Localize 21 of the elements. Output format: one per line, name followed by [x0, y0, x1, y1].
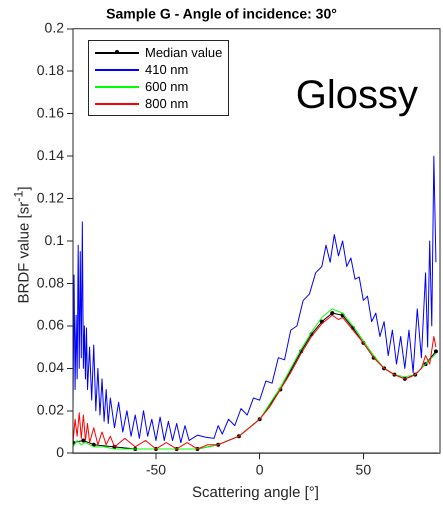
y-tick-label: 0.14 [36, 146, 64, 163]
legend-label: Median value [145, 45, 222, 60]
y-tick-label: 0.2 [44, 20, 64, 36]
chart-title: Sample G - Angle of incidence: 30° [106, 5, 337, 22]
y-tick-label: 0.08 [36, 274, 64, 290]
annotation: Glossy [296, 72, 418, 117]
x-tick-label: 50 [356, 461, 372, 478]
x-tick-label: -50 [146, 461, 166, 478]
y-tick-label: 0.12 [36, 189, 64, 206]
x-axis-title: Scattering angle [°] [192, 484, 319, 502]
y-tick-label: 0.06 [36, 316, 64, 333]
y-tick-label: 0.04 [36, 359, 64, 376]
y-tick-label: 0 [56, 444, 64, 460]
y-tick-label: 0.18 [36, 62, 64, 78]
x-tick-label: 0 [256, 461, 264, 478]
legend-label: 410 nm [145, 62, 188, 77]
y-tick-label: 0.1 [44, 232, 64, 248]
legend-label: 600 nm [145, 79, 188, 94]
y-tick-label: 0.16 [36, 104, 64, 121]
y-tick-label: 0.02 [36, 402, 64, 418]
legend-label: 800 nm [145, 96, 188, 111]
